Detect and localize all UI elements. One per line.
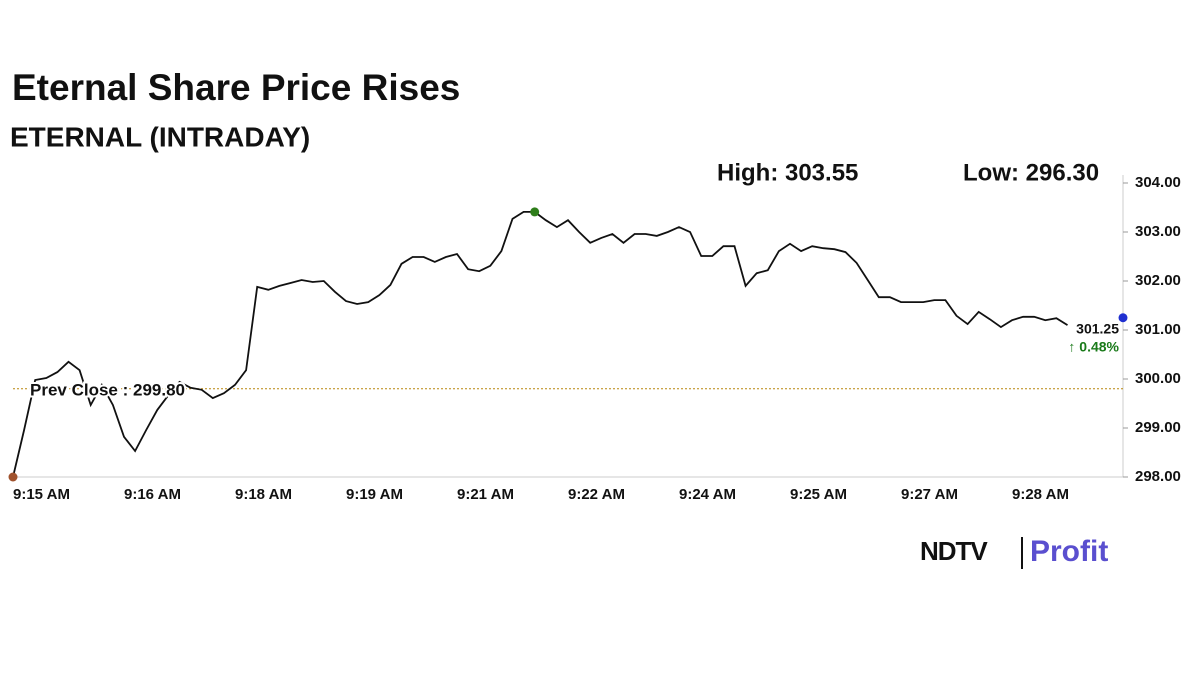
y-tick-label: 303.00 xyxy=(1135,223,1181,240)
y-tick-label: 301.00 xyxy=(1135,321,1181,338)
change-label: ↑ 0.48% xyxy=(1068,338,1119,354)
x-tick-label: 9:21 AM xyxy=(457,486,514,503)
brand-left: NDTV xyxy=(920,536,988,566)
y-tick-label: 299.00 xyxy=(1135,419,1181,436)
chart-subtitle: ETERNAL (INTRADAY) xyxy=(10,121,310,152)
y-tick-label: 298.00 xyxy=(1135,468,1181,485)
x-tick-label: 9:27 AM xyxy=(901,486,958,503)
x-tick-label: 9:16 AM xyxy=(124,486,181,503)
point-marker xyxy=(1118,313,1128,323)
point-marker xyxy=(8,472,18,482)
y-tick-label: 302.00 xyxy=(1135,272,1181,289)
y-tick-label: 304.00 xyxy=(1135,174,1181,191)
x-tick-label: 9:19 AM xyxy=(346,486,403,503)
x-tick-label: 9:22 AM xyxy=(568,486,625,503)
x-tick-label: 9:18 AM xyxy=(235,486,292,503)
prev-close-label: Prev Close : 299.80 xyxy=(30,380,185,399)
high-label: High: 303.55 xyxy=(717,159,858,186)
point-marker xyxy=(530,207,540,217)
x-tick-label: 9:24 AM xyxy=(679,486,736,503)
chart-title: Eternal Share Price Rises xyxy=(12,67,460,108)
x-tick-label: 9:15 AM xyxy=(13,486,70,503)
x-tick-label: 9:25 AM xyxy=(790,486,847,503)
price-line xyxy=(13,212,1123,477)
low-label: Low: 296.30 xyxy=(963,159,1099,186)
last-price-label: 301.25 xyxy=(1076,320,1119,336)
y-tick-label: 300.00 xyxy=(1135,370,1181,387)
x-tick-label: 9:28 AM xyxy=(1012,486,1069,503)
brand-right: Profit xyxy=(1030,535,1108,568)
